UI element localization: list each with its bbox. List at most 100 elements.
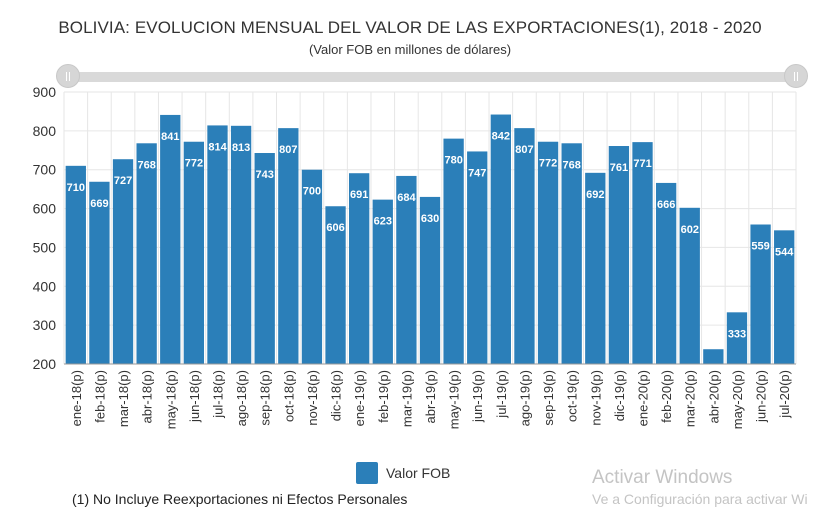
x-tick-label: feb-19(p) (376, 370, 391, 423)
data-label: 602 (681, 224, 699, 236)
bar[interactable] (230, 125, 252, 364)
bar[interactable] (112, 159, 134, 364)
data-label: 813 (232, 142, 250, 154)
bar[interactable] (537, 141, 559, 364)
legend-swatch (356, 462, 378, 484)
data-label: 691 (350, 189, 368, 201)
x-tick-label: may-18(p) (163, 370, 178, 429)
range-scroller[interactable] (56, 64, 808, 90)
x-tick-label: nov-18(p) (305, 370, 320, 426)
legend[interactable]: Valor FOB (356, 461, 450, 485)
x-tick-label: abr-20(p) (706, 370, 721, 423)
bar[interactable] (514, 128, 535, 364)
bar[interactable] (160, 114, 181, 364)
x-tick-label: sep-18(p) (258, 370, 273, 426)
x-tick-label: feb-20(p) (659, 370, 674, 423)
data-label: 814 (208, 141, 227, 153)
bar[interactable] (207, 125, 228, 364)
data-label: 238 (704, 365, 722, 377)
x-tick-label: jun-20(p) (754, 370, 769, 423)
bar[interactable] (325, 206, 346, 364)
bar[interactable] (349, 173, 370, 364)
x-tick-label: feb-18(p) (92, 370, 107, 423)
bar[interactable] (419, 196, 441, 364)
bar-chart: 200 300 400 500 600 700 800 900 710 ene-18(p) 669 f… (33, 84, 797, 429)
x-tick-label: mar-18(p) (116, 370, 131, 427)
data-label: 768 (137, 159, 155, 171)
data-label: 771 (633, 158, 651, 170)
x-tick-label: dic-19(p) (612, 370, 627, 421)
bar[interactable] (679, 207, 700, 364)
x-tick-label: dic-18(p) (329, 370, 344, 421)
data-label: 780 (444, 155, 462, 167)
x-tick-label: ene-18(p) (69, 370, 84, 426)
data-label: 623 (374, 216, 392, 228)
bar[interactable] (703, 349, 724, 364)
data-label: 669 (90, 198, 108, 210)
bar[interactable] (608, 146, 630, 364)
bar[interactable] (726, 312, 748, 364)
bar[interactable] (396, 175, 417, 364)
x-tick-label: oct-18(p) (281, 370, 296, 422)
bar[interactable] (750, 224, 771, 364)
scroller-right-handle[interactable] (784, 64, 808, 88)
x-tick-label: jun-19(p) (470, 370, 485, 423)
data-label: 768 (563, 159, 581, 171)
data-label: 747 (468, 167, 486, 179)
x-tick-label: jul-19(p) (494, 370, 509, 419)
bar[interactable] (443, 138, 464, 364)
data-label: 743 (256, 169, 274, 181)
bar[interactable] (467, 151, 488, 364)
bar[interactable] (561, 143, 582, 364)
bar[interactable] (65, 165, 86, 364)
chart-title: BOLIVIA: EVOLUCION MENSUAL DEL VALOR DE … (58, 18, 762, 37)
x-tick-label: mar-20(p) (683, 370, 698, 427)
data-label: 700 (303, 186, 321, 198)
bar[interactable] (136, 143, 157, 364)
bar[interactable] (278, 128, 299, 364)
x-tick-label: abr-19(p) (423, 370, 438, 423)
y-tick-label: 500 (33, 239, 57, 255)
bar[interactable] (89, 181, 110, 364)
x-tick-label: may-20(p) (730, 370, 745, 429)
y-tick-label: 400 (33, 278, 57, 294)
bar[interactable] (254, 153, 275, 364)
data-label: 559 (751, 241, 769, 253)
data-label: 807 (279, 144, 297, 156)
bar[interactable] (655, 182, 677, 364)
legend-label: Valor FOB (386, 465, 451, 481)
x-tick-label: oct-19(p) (565, 370, 580, 422)
data-label: 772 (185, 158, 203, 170)
x-tick-label: nov-19(p) (588, 370, 603, 426)
footnote: (1) No Incluye Reexportaciones ni Efecto… (72, 491, 408, 507)
data-label: 692 (586, 189, 604, 201)
x-tick-label: may-19(p) (447, 370, 462, 429)
x-tick-label: ene-19(p) (352, 370, 367, 426)
scroller-track[interactable] (66, 72, 798, 82)
x-tick-label: jun-18(p) (187, 370, 202, 423)
data-label: 727 (114, 175, 132, 187)
x-tick-label: ago-19(p) (517, 370, 532, 426)
y-tick-label: 600 (33, 201, 57, 217)
data-label: 772 (539, 158, 557, 170)
x-tick-label: ene-20(p) (636, 370, 651, 426)
bar[interactable] (774, 230, 795, 364)
bar[interactable] (490, 114, 511, 364)
bar[interactable] (301, 169, 323, 364)
y-tick-label: 900 (33, 84, 57, 100)
scroller-left-handle[interactable] (56, 64, 80, 88)
bar[interactable] (585, 172, 606, 364)
data-label: 606 (326, 222, 344, 234)
bar[interactable] (183, 141, 205, 364)
x-tick-label: abr-18(p) (140, 370, 155, 423)
y-tick-label: 700 (33, 162, 57, 178)
data-label: 333 (728, 328, 746, 340)
data-label: 807 (515, 144, 533, 156)
bar[interactable] (632, 142, 653, 364)
data-label: 842 (492, 131, 510, 143)
data-label: 684 (397, 192, 416, 204)
data-label: 666 (657, 199, 675, 211)
x-tick-label: ago-18(p) (234, 370, 249, 426)
bar[interactable] (372, 199, 393, 364)
y-tick-label: 800 (33, 123, 57, 139)
